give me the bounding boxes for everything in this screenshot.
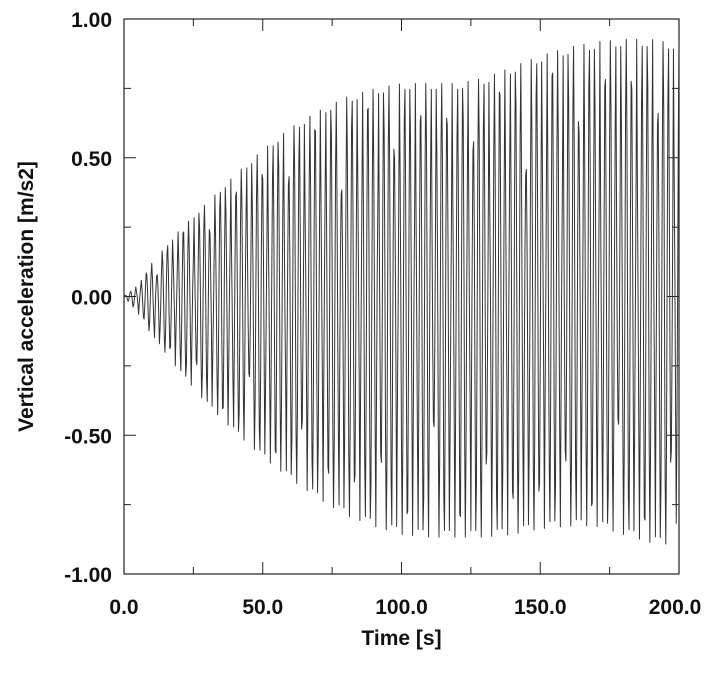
x-tick-label: 50.0 [242, 596, 283, 619]
y-tick-labels: 1.00 0.50 0.00 -0.50 -1.00 [64, 9, 112, 587]
x-tick-label: 0.0 [109, 596, 138, 619]
series-group [123, 38, 680, 545]
y-tick-label: 1.00 [71, 9, 112, 32]
x-tick-label: 150.0 [514, 596, 567, 619]
y-axis-title: Vertical acceleration [m/s2] [15, 161, 38, 432]
series-line-vertical-acceleration [123, 38, 680, 545]
y-tick-label: 0.00 [71, 287, 112, 310]
y-tick-label: -0.50 [64, 425, 112, 448]
x-tick-label: 100.0 [375, 596, 428, 619]
x-axis-title: Time [s] [361, 627, 441, 650]
y-tick-label: -1.00 [64, 564, 112, 587]
x-tick-label: 200.0 [649, 596, 702, 619]
x-tick-labels: 0.0 50.0 100.0 150.0 200.0 [109, 596, 701, 619]
y-tick-label: 0.50 [71, 148, 112, 171]
